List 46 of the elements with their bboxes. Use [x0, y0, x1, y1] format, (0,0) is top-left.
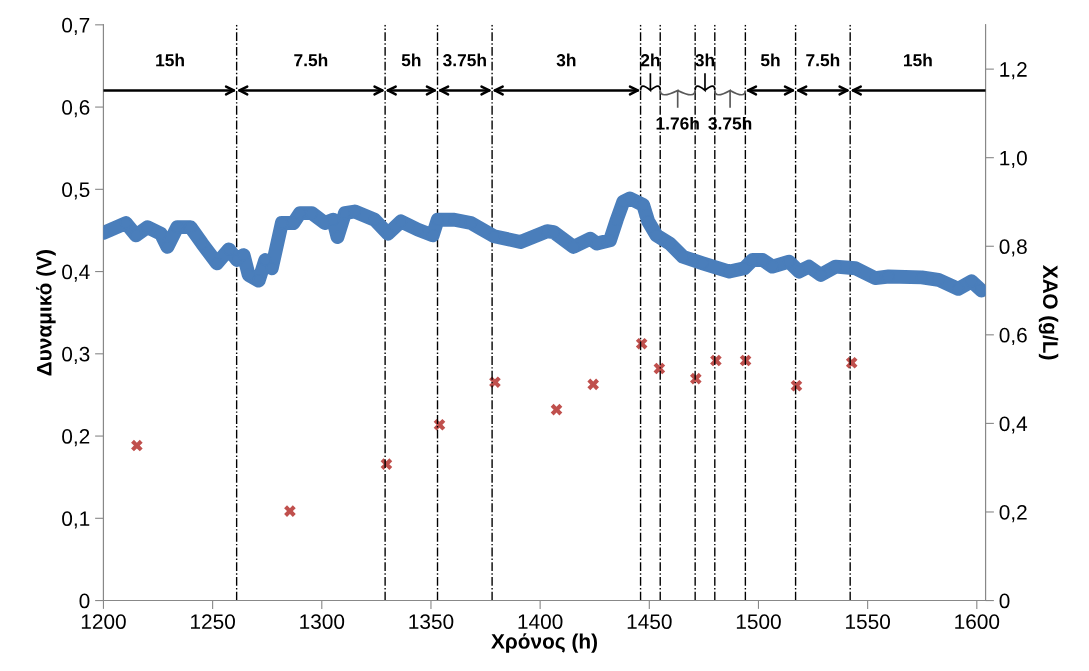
point — [653, 362, 666, 375]
x-axis-title: Χρόνος (h) — [491, 633, 597, 653]
x-tick-label: 1400 — [518, 614, 563, 630]
x-tick-label: 1450 — [627, 614, 672, 630]
point — [131, 439, 143, 452]
y-tick-label: 0,6 — [62, 100, 90, 118]
point — [550, 403, 563, 416]
point — [284, 505, 296, 517]
annotation: 2h — [640, 53, 660, 67]
y2-tick-label: 1,2 — [1000, 62, 1027, 80]
y-tick-label: 0,4 — [62, 264, 90, 282]
annotation: 7.5h — [294, 53, 328, 67]
annotation: 3h — [695, 53, 715, 67]
annotation: 15h — [156, 53, 184, 67]
annotation: 3.75h — [708, 116, 752, 130]
x-tick-label: 1200 — [81, 614, 126, 630]
x-tick-label: 1300 — [300, 614, 345, 630]
annotation: 3.75h — [443, 53, 486, 67]
annotation: 5h — [401, 53, 421, 67]
x-tick-label: 1350 — [409, 614, 454, 630]
y2-tick-label: 0 — [999, 593, 1010, 609]
y-axis-title: Δυναμικό (V) — [36, 250, 56, 376]
y-tick-label: 0,1 — [62, 511, 90, 529]
y2-tick-label: 0,6 — [999, 327, 1027, 346]
y-tick-label: 0,2 — [62, 429, 90, 447]
y-tick-label: 0,7 — [62, 17, 90, 36]
annotation: 15h — [904, 53, 932, 67]
annotation: 3h — [556, 53, 576, 67]
y-tick-label: 0,5 — [62, 182, 90, 200]
y2-tick-label: 0,4 — [999, 416, 1028, 434]
x-tick-label: 1550 — [846, 614, 890, 630]
y2-tick-label: 0,2 — [999, 504, 1027, 523]
y-tick-label: 0 — [79, 593, 90, 609]
y2-tick-label: 1,0 — [1000, 150, 1027, 168]
annotation: 5h — [760, 53, 780, 67]
x-tick-label: 1500 — [736, 614, 781, 630]
annotation: 7.5h — [806, 53, 840, 67]
x-tick-label: 1250 — [191, 614, 235, 630]
x-tick-label: 1600 — [955, 614, 1000, 630]
y2-tick-label: 0,8 — [999, 239, 1027, 257]
point — [587, 378, 599, 391]
y2-axis-title: ΧΑΟ (g/L) — [1038, 265, 1059, 360]
y-tick-label: 0,3 — [62, 346, 90, 365]
point — [710, 354, 722, 367]
point — [433, 418, 446, 431]
annotation: 1.76h — [656, 116, 699, 130]
